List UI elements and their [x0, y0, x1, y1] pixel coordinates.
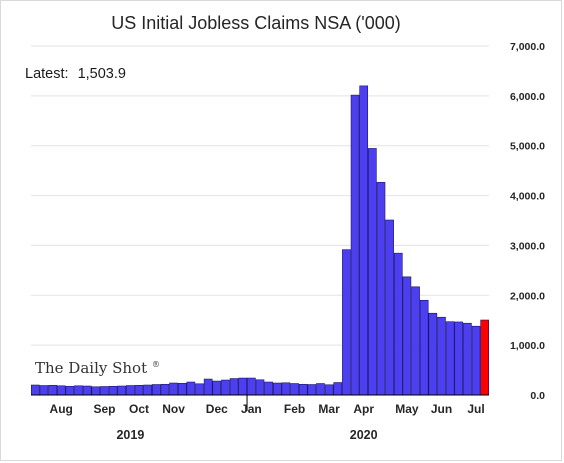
bar: [290, 383, 299, 396]
bar: [39, 385, 49, 396]
bar: [212, 380, 222, 396]
bar: [471, 325, 481, 396]
bar: [376, 182, 386, 396]
bar: [359, 85, 369, 396]
bar: [229, 378, 239, 396]
bar: [255, 379, 265, 396]
bar: [134, 384, 144, 396]
y-tick-label: 5,000.0: [510, 141, 545, 153]
bar: [91, 386, 101, 396]
chart-title: US Initial Jobless Claims NSA ('000): [111, 13, 401, 33]
bar: [186, 381, 196, 396]
bar: [454, 321, 464, 396]
bar: [126, 385, 135, 396]
bar: [56, 385, 66, 396]
x-tick-label: May: [395, 402, 419, 416]
bar: [402, 276, 412, 396]
bar: [108, 385, 118, 396]
x-tick-label: Feb: [284, 402, 305, 416]
bar: [264, 381, 273, 396]
y-tick-label: 1,000.0: [510, 340, 545, 352]
bar: [143, 384, 152, 396]
x-tick-label: Jan: [241, 402, 262, 416]
grid-layer: [31, 45, 489, 346]
bar: [247, 377, 256, 396]
bar: [65, 385, 75, 396]
bar: [411, 286, 420, 396]
y-tick-label: 2,000.0: [510, 290, 545, 302]
labels-layer: 0.0 1,000.0 2,000.0 3,000.0 4,000.0 5,000.0 6,…: [50, 41, 546, 442]
bar: [368, 148, 377, 396]
latest-bar: [480, 319, 490, 396]
bar: [30, 384, 40, 396]
bar: [333, 382, 343, 396]
bar: [428, 312, 438, 396]
y-tick-label: 3,000.0: [510, 240, 545, 252]
bar: [203, 378, 213, 396]
bar: [100, 386, 109, 396]
y-tick-label: 6,000.0: [510, 91, 545, 103]
axis-layer: [31, 394, 489, 411]
latest-label: Latest:: [25, 66, 69, 82]
bar: [437, 316, 446, 396]
bars-layer: [30, 85, 490, 396]
bar: [281, 382, 291, 396]
bar: [117, 385, 127, 396]
y-tick-label: 4,000.0: [510, 191, 545, 203]
bar: [238, 377, 248, 396]
x-tick-label: Aug: [50, 402, 73, 416]
x-tick-label: Sep: [93, 402, 115, 416]
x-tick-label: Jun: [431, 402, 452, 416]
bar: [316, 383, 325, 396]
bar: [177, 382, 187, 396]
watermark-text: The Daily Shot: [35, 359, 147, 377]
bar: [169, 382, 178, 396]
x-tick-label: Mar: [318, 402, 340, 416]
x-tick-label: Oct: [129, 402, 149, 416]
bar: [385, 219, 394, 396]
y-tick-label: 0.0: [530, 390, 545, 402]
bar: [350, 94, 360, 396]
bar: [151, 384, 161, 396]
bar: [195, 383, 204, 396]
bar: [324, 384, 334, 396]
latest-value: 1,503.9: [78, 66, 126, 82]
bar: [82, 385, 92, 396]
bar: [445, 321, 455, 396]
watermark-registered-mark: ®: [152, 360, 160, 369]
bar: [307, 384, 317, 396]
x-tick-label: Nov: [162, 402, 185, 416]
bar: [393, 252, 403, 396]
latest-annotation: Latest: 1,503.9: [25, 66, 126, 82]
x-tick-label: Dec: [206, 402, 228, 416]
bar: [221, 379, 230, 396]
bar: [463, 322, 472, 396]
bar: [298, 383, 308, 396]
bar: [272, 382, 282, 396]
y-tick-label: 7,000.0: [510, 41, 545, 53]
year-label: 2020: [350, 428, 378, 442]
bar: [48, 384, 57, 396]
bar: [160, 383, 170, 396]
watermark: The Daily Shot ®: [35, 359, 160, 377]
year-label: 2019: [116, 428, 144, 442]
bar: [74, 385, 83, 396]
x-tick-label: Apr: [353, 402, 374, 416]
bar: [419, 299, 429, 396]
bar: [342, 249, 351, 396]
x-tick-label: Jul: [467, 402, 484, 416]
